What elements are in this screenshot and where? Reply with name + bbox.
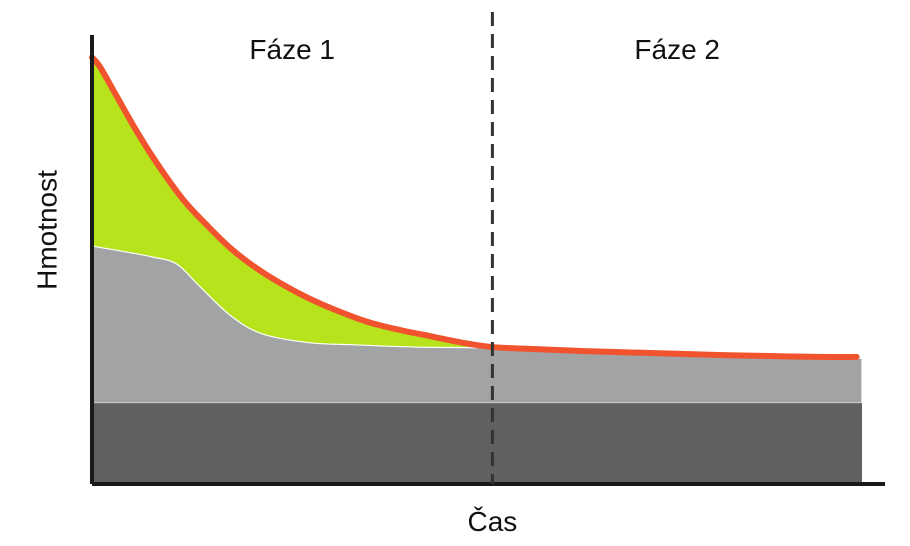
phase-1-label: Fáze 1 (249, 34, 335, 65)
phase-2-label: Fáze 2 (634, 34, 720, 65)
base-area (92, 403, 862, 484)
y-axis-label: Hmotnost (31, 170, 62, 290)
x-axis-label: Čas (468, 506, 518, 537)
axes (90, 12, 885, 486)
total-curve (89, 54, 860, 360)
plot-layers (89, 54, 863, 484)
